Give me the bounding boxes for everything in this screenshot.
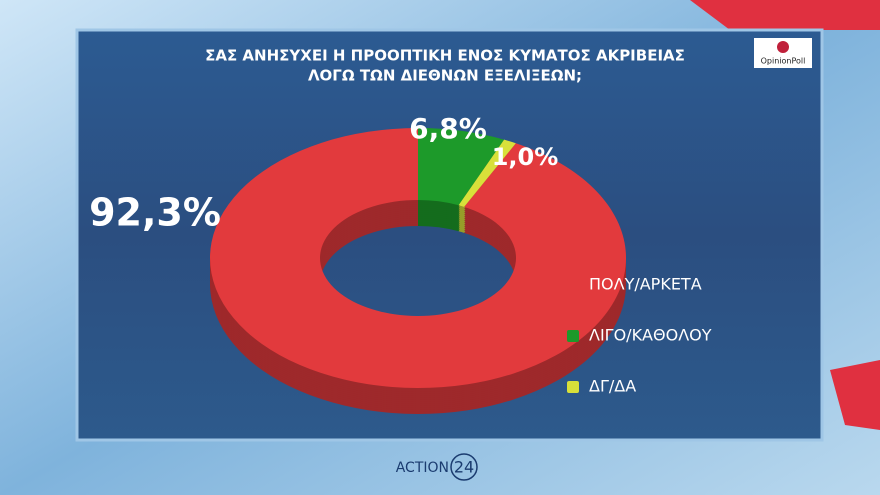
legend-swatch <box>567 330 579 342</box>
legend-label: ΠΟΛΥ/ΑΡΚΕΤΑ <box>589 275 702 294</box>
value-label: 6,8% <box>409 112 487 145</box>
channel-name: ACTION <box>396 460 449 476</box>
legend-label: ΔΓ/ΔΑ <box>589 377 636 396</box>
slice <box>418 128 505 206</box>
slice <box>210 128 626 388</box>
logo-text: OpinionPoll <box>761 57 806 66</box>
legend-label: ΛΙΓΟ/ΚΑΘΟΛΟΥ <box>589 326 712 345</box>
title-line: ΣΑΣ ΑΝΗΣΥΧΕΙ Η ΠΡΟΟΠΤΙΚΗ ΕΝΟΣ ΚΥΜΑΤΟΣ ΑΚ… <box>205 47 685 65</box>
decor <box>830 360 880 430</box>
logo-icon <box>777 41 789 53</box>
value-label: 92,3% <box>89 191 221 235</box>
decor <box>690 0 880 30</box>
channel-number: 24 <box>454 458 474 477</box>
legend-swatch <box>567 381 579 393</box>
channel-ring <box>450 453 478 481</box>
slice <box>458 139 516 207</box>
value-label: 1,0% <box>492 143 559 171</box>
title-line: ΛΟΓΩ ΤΩΝ ΔΙΕΘΝΩΝ ΕΞΕΛΙΞΕΩΝ; <box>308 67 582 85</box>
legend-swatch <box>567 279 579 291</box>
